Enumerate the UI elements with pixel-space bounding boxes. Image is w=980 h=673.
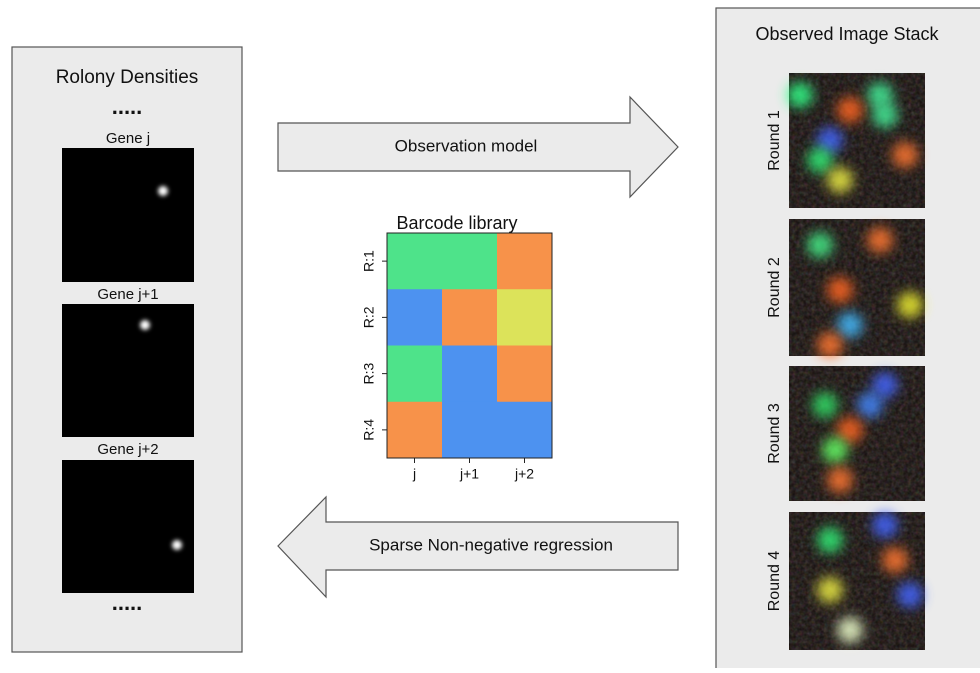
blob <box>817 527 843 553</box>
blob <box>837 312 863 338</box>
barcode-title: Barcode library <box>396 213 517 233</box>
barcode-cell <box>387 402 443 459</box>
diagram: Rolony Densities ..... Gene j Gene j+1 G… <box>0 0 980 668</box>
round-label: Round 4 <box>766 551 783 612</box>
blob <box>867 227 893 253</box>
blob <box>882 547 908 573</box>
barcode-cell <box>497 402 553 459</box>
blob <box>897 582 923 608</box>
blob <box>897 292 923 318</box>
arrow-label: Sparse Non-negative regression <box>369 535 613 554</box>
barcode-grid: R:1 R:2 R:3 R:4 j j+1 j+2 <box>361 233 553 482</box>
blob <box>807 232 833 258</box>
row-label: R:1 <box>361 250 377 272</box>
ellipsis: ..... <box>112 94 143 119</box>
barcode-cell <box>442 402 498 459</box>
blob <box>837 97 863 123</box>
barcode-cell <box>497 346 553 403</box>
density-map <box>62 304 194 437</box>
blob <box>827 467 853 493</box>
row-label: R:3 <box>361 363 377 385</box>
round-label: Round 1 <box>766 110 783 171</box>
blob <box>827 277 853 303</box>
column-label: j+1 <box>459 466 479 482</box>
round-label: Round 2 <box>766 257 783 318</box>
blob <box>817 577 843 603</box>
blob <box>872 102 898 128</box>
density-map <box>62 148 194 282</box>
barcode-cell <box>497 289 553 346</box>
barcode-cell <box>442 346 498 403</box>
density-map <box>62 460 194 593</box>
panel-title: Rolony Densities <box>56 67 199 88</box>
barcode-cell <box>442 233 498 290</box>
panel-title: Observed Image Stack <box>755 24 939 44</box>
barcode-cell <box>497 233 553 290</box>
barcode-cell <box>442 289 498 346</box>
density-spot <box>172 540 182 550</box>
gene-label: Gene j <box>106 130 150 147</box>
barcode-cell <box>387 346 443 403</box>
ellipsis: ..... <box>112 590 143 615</box>
blob <box>892 142 918 168</box>
blob <box>857 392 883 418</box>
arrow-label: Observation model <box>395 136 538 155</box>
blob <box>807 147 833 173</box>
row-label: R:2 <box>361 306 377 328</box>
gene-label: Gene j+2 <box>97 441 158 458</box>
blob <box>837 617 863 643</box>
barcode-cell <box>387 233 443 290</box>
round-label: Round 3 <box>766 403 783 464</box>
density-spot <box>140 320 150 330</box>
row-label: R:4 <box>361 419 377 441</box>
column-label: j+2 <box>514 466 534 482</box>
blob <box>787 82 813 108</box>
blob <box>872 512 898 538</box>
column-label: j <box>412 466 416 482</box>
blob <box>827 167 853 193</box>
gene-label: Gene j+1 <box>97 286 158 303</box>
blob <box>812 392 838 418</box>
blob <box>822 437 848 463</box>
density-spot <box>158 186 168 196</box>
blob <box>817 332 843 358</box>
barcode-cell <box>387 289 443 346</box>
